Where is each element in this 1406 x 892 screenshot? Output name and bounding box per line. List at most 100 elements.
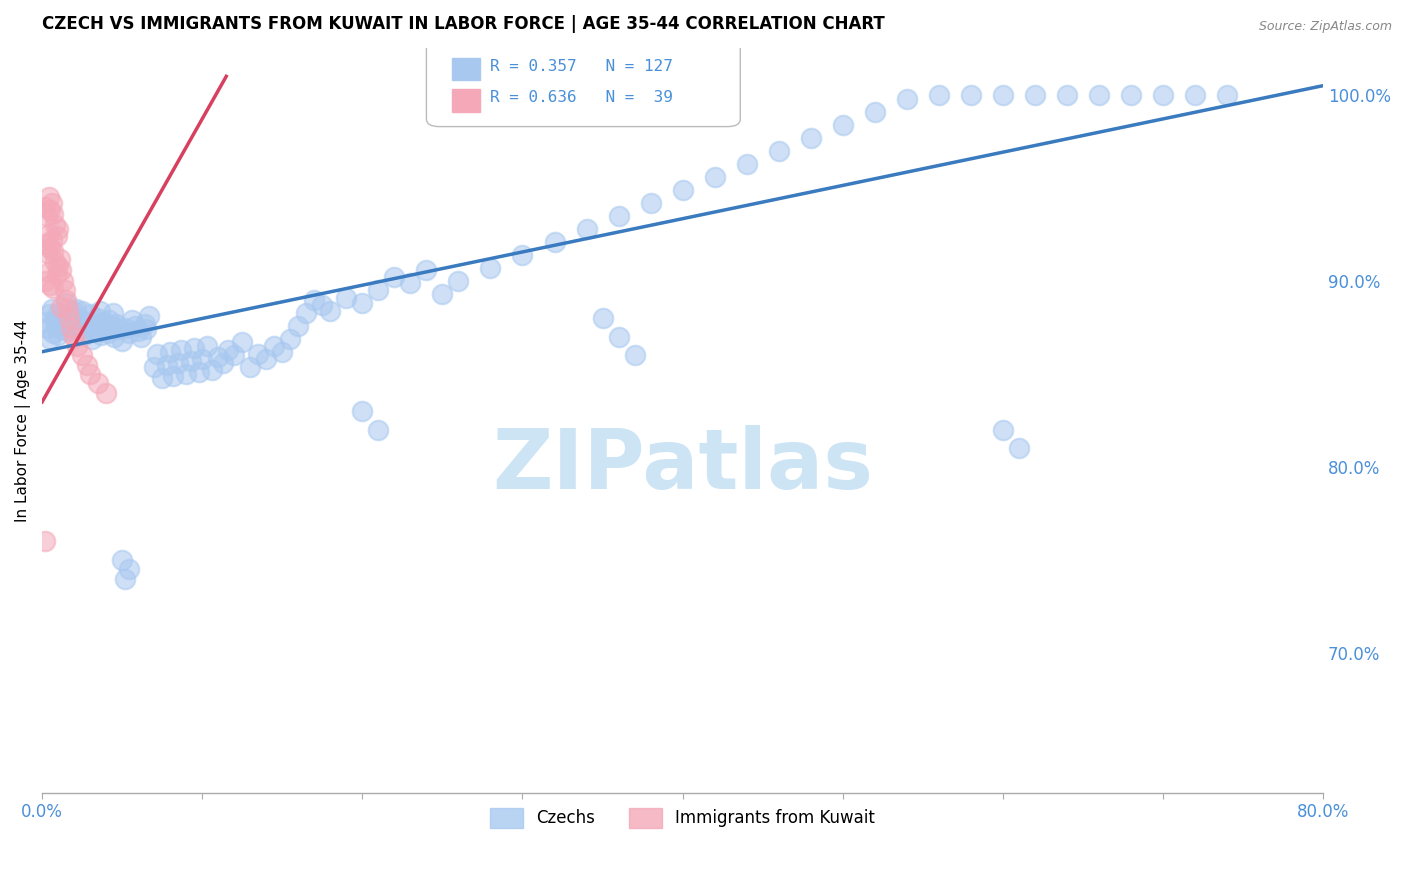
- Point: [44, 255, 66, 269]
- Point: [1024, 87, 1046, 102]
- Point: [87, 317, 110, 331]
- Point: [127, 324, 149, 338]
- Point: [103, 330, 125, 344]
- Point: [263, 339, 285, 353]
- Point: [59, 318, 82, 333]
- Point: [121, 313, 143, 327]
- Point: [146, 346, 169, 360]
- Text: R = 0.357   N = 127: R = 0.357 N = 127: [491, 59, 673, 74]
- Point: [53, 317, 76, 331]
- Point: [46, 328, 69, 343]
- Point: [42, 207, 65, 221]
- Point: [91, 315, 114, 329]
- Text: R = 0.636   N =  39: R = 0.636 N = 39: [491, 90, 673, 105]
- Point: [447, 274, 470, 288]
- Point: [432, 287, 454, 301]
- Point: [35, 320, 58, 334]
- Point: [90, 328, 112, 343]
- Point: [44, 218, 66, 232]
- Point: [56, 301, 79, 316]
- Point: [51, 263, 73, 277]
- Point: [86, 311, 108, 326]
- Point: [70, 303, 93, 318]
- Point: [399, 276, 422, 290]
- Text: CZECH VS IMMIGRANTS FROM KUWAIT IN LABOR FORCE | AGE 35-44 CORRELATION CHART: CZECH VS IMMIGRANTS FROM KUWAIT IN LABOR…: [42, 15, 884, 33]
- Point: [34, 200, 56, 214]
- Point: [98, 313, 121, 327]
- Point: [543, 235, 565, 249]
- Point: [45, 318, 67, 333]
- Point: [138, 310, 160, 324]
- Point: [34, 274, 56, 288]
- Point: [101, 305, 124, 319]
- Point: [34, 315, 56, 329]
- Point: [319, 303, 342, 318]
- Point: [672, 183, 695, 197]
- Point: [44, 313, 66, 327]
- Point: [34, 534, 56, 549]
- Point: [96, 320, 118, 334]
- Point: [114, 320, 136, 334]
- Point: [56, 324, 79, 338]
- Point: [180, 354, 202, 368]
- Point: [800, 130, 823, 145]
- Point: [70, 348, 93, 362]
- Bar: [453, 89, 481, 112]
- Point: [768, 144, 790, 158]
- Point: [38, 308, 60, 322]
- Point: [62, 303, 84, 318]
- Point: [239, 359, 262, 374]
- Point: [335, 291, 357, 305]
- Point: [143, 359, 166, 374]
- Point: [384, 270, 406, 285]
- Point: [41, 301, 63, 316]
- Point: [623, 348, 645, 362]
- Point: [640, 195, 662, 210]
- Point: [352, 296, 374, 310]
- Point: [124, 318, 146, 333]
- Point: [1184, 87, 1206, 102]
- Point: [367, 423, 389, 437]
- Point: [278, 332, 301, 346]
- Point: [991, 423, 1014, 437]
- Point: [35, 246, 58, 260]
- Y-axis label: In Labor Force | Age 35-44: In Labor Force | Age 35-44: [15, 319, 31, 522]
- Point: [38, 227, 60, 242]
- Point: [247, 346, 270, 360]
- Point: [63, 315, 86, 329]
- Point: [131, 330, 153, 344]
- Point: [52, 274, 75, 288]
- Point: [76, 358, 98, 372]
- Point: [1216, 87, 1239, 102]
- Point: [51, 322, 73, 336]
- Bar: [453, 57, 481, 80]
- Point: [928, 87, 950, 102]
- Point: [111, 334, 134, 348]
- Point: [1152, 87, 1174, 102]
- Point: [607, 209, 630, 223]
- Point: [352, 404, 374, 418]
- Point: [134, 317, 156, 331]
- Point: [831, 118, 853, 132]
- Point: [46, 222, 69, 236]
- Point: [38, 265, 60, 279]
- Point: [207, 351, 229, 365]
- Point: [159, 344, 181, 359]
- Point: [58, 311, 80, 326]
- Point: [1056, 87, 1078, 102]
- Point: [174, 367, 197, 381]
- Point: [150, 370, 173, 384]
- Point: [415, 263, 437, 277]
- Point: [170, 343, 193, 357]
- Point: [231, 335, 253, 350]
- Point: [703, 169, 725, 184]
- Legend: Czechs, Immigrants from Kuwait: Czechs, Immigrants from Kuwait: [482, 799, 883, 837]
- Point: [311, 298, 333, 312]
- Point: [67, 311, 90, 326]
- Point: [35, 209, 58, 223]
- Point: [167, 356, 190, 370]
- Point: [287, 318, 309, 333]
- Point: [188, 365, 211, 379]
- Point: [111, 553, 134, 567]
- Point: [97, 326, 120, 340]
